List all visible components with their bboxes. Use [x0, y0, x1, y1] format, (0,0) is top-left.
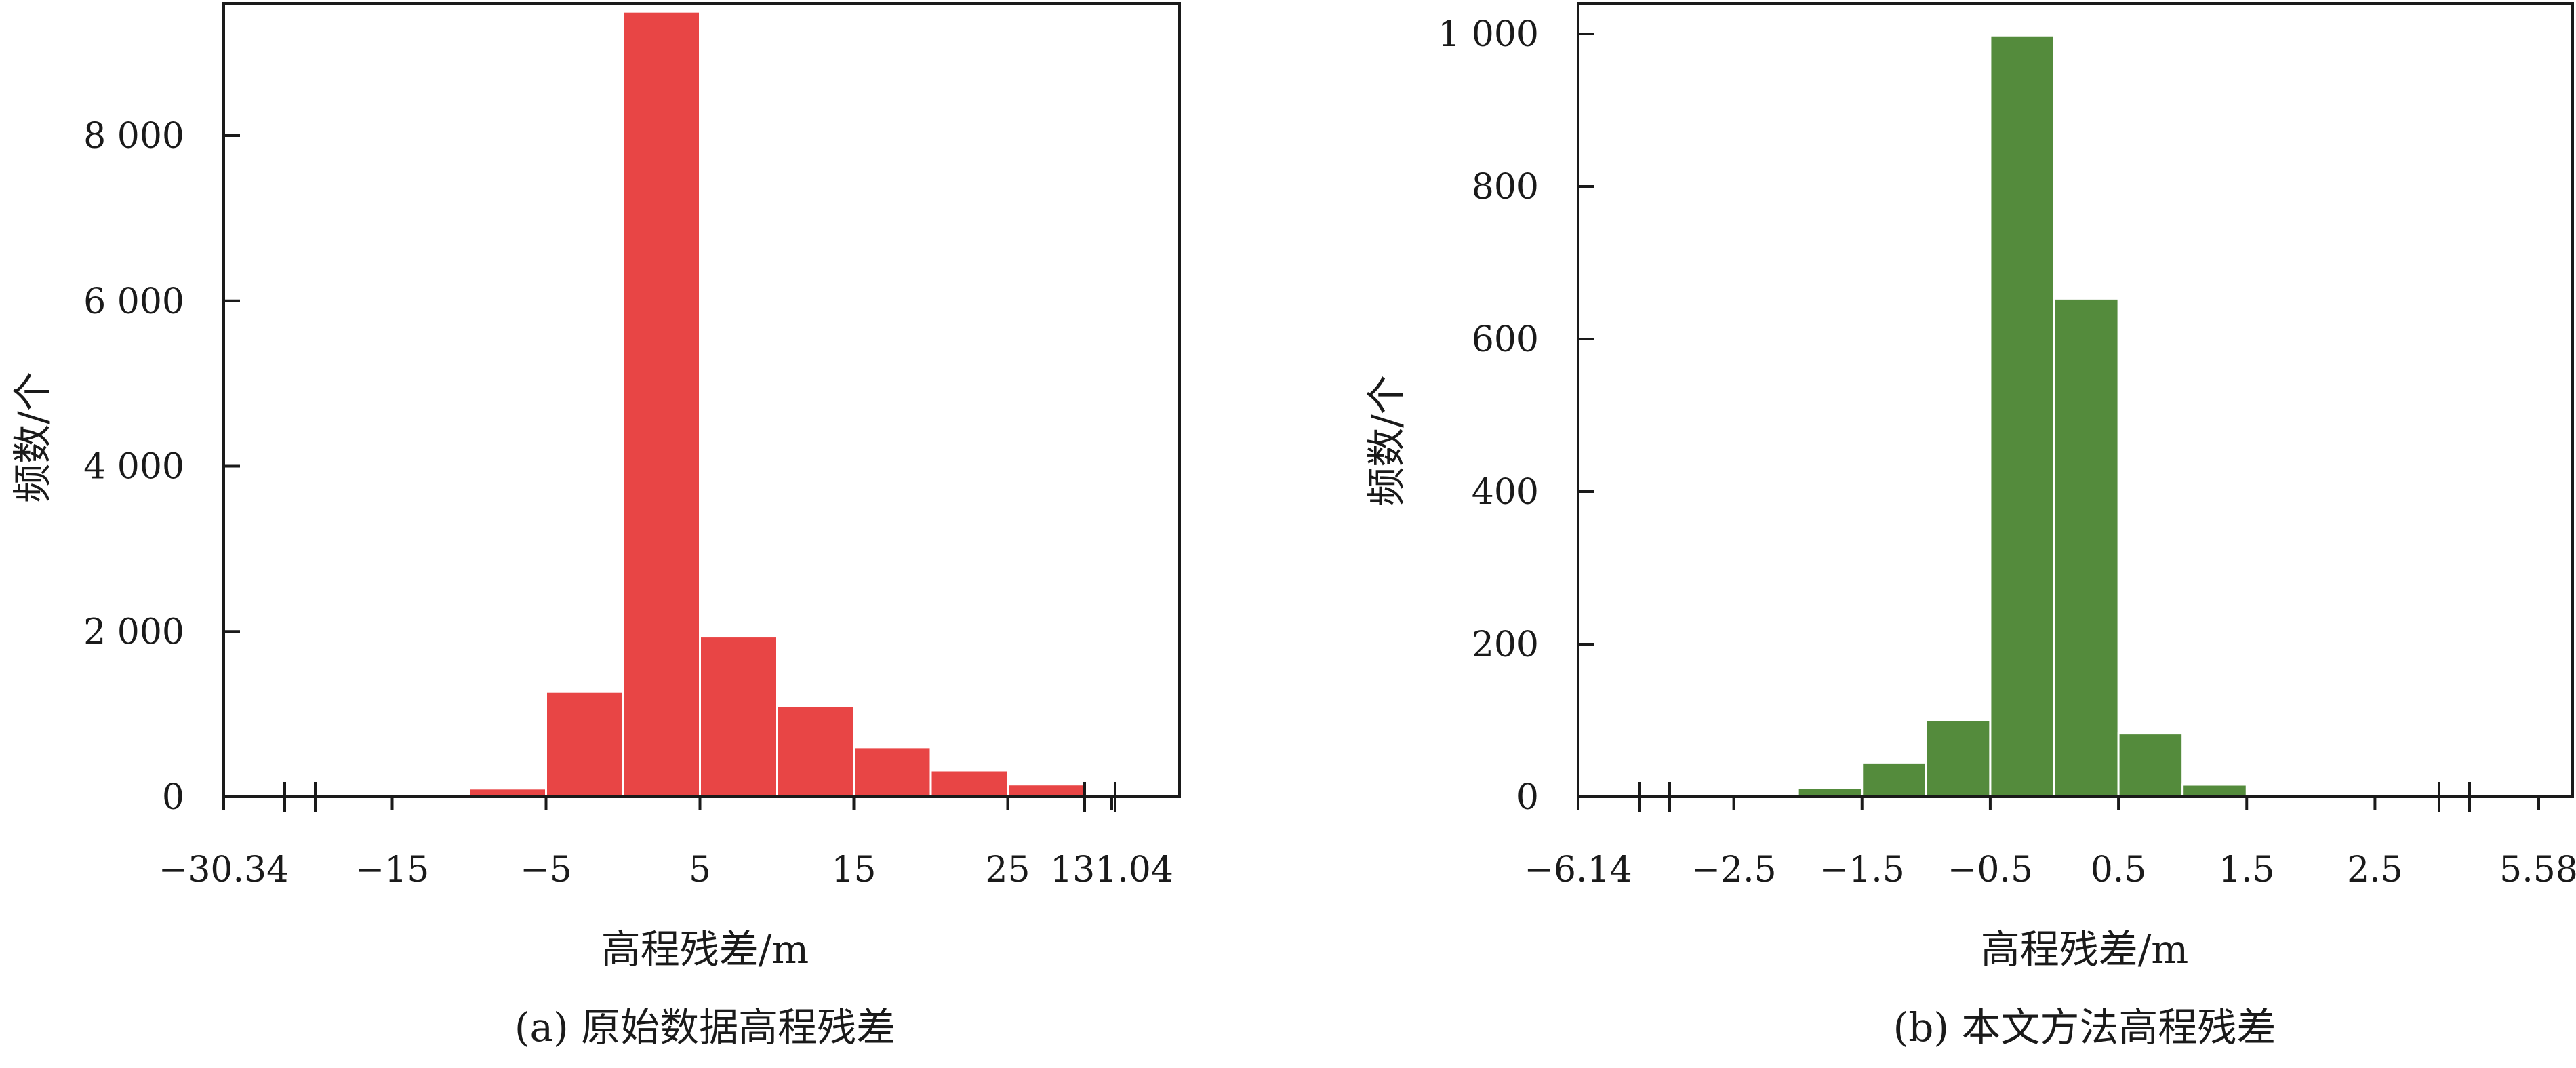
panel-b-ytick-label-4: 800	[1472, 167, 1539, 207]
panel-a-xtick-outer-label-0: −30.34	[159, 850, 289, 890]
panel-a-xlabel: 高程残差/m	[601, 926, 809, 972]
panel-a-ytick-label-3: 6 000	[83, 281, 184, 322]
panel-b-yaxis: 0 200 400 600 800 1 000	[1438, 14, 1594, 818]
panel-b-bar-1	[1861, 761, 1927, 798]
panel-b-bar-2	[1925, 719, 1992, 798]
panel-b-ytick-label-3: 600	[1472, 319, 1539, 360]
panel-a-bar-5	[853, 746, 932, 798]
panel-a-xtick-label-1: −5	[520, 850, 572, 890]
panel-b-ytick-label-1: 200	[1472, 625, 1539, 665]
panel-a-bar-6	[929, 769, 1009, 798]
panel-a-bar-1	[545, 690, 624, 798]
panel-a-xaxis: −30.34 131.04 −15 −5 5 15 25	[159, 782, 1180, 890]
panel-b-xaxis: −6.14 5.58 −2.5 −1.5 −0.5 0.5 1.5 2.5	[1524, 782, 2576, 890]
panel-b-xtick-label-1: −1.5	[1819, 850, 1905, 890]
panel-b: 0 200 400 600 800 1 000 −6.14 5.58 −2.5 −1.5 −0.5…	[1363, 2, 2576, 1050]
panel-a-yaxis: 0 2 000 4 000 6 000 8 000	[83, 116, 240, 818]
panel-a-xtick-outer-label-1: 131.04	[1050, 850, 1173, 890]
panel-b-ylabel: 频数/个	[1363, 375, 1409, 507]
panel-a-xtick-label-4: 25	[985, 850, 1030, 890]
panel-b-xtick-label-2: −0.5	[1948, 850, 2033, 890]
panel-a-bar-3	[699, 635, 778, 798]
panel-a-ylabel: 频数/个	[9, 372, 56, 503]
panel-a-caption: (a) 原始数据高程残差	[515, 1004, 895, 1050]
panel-b-caption: (b) 本文方法高程残差	[1893, 1004, 2276, 1050]
panel-b-bar-0	[1796, 787, 1864, 798]
panel-b-ytick-label-0: 0	[1516, 777, 1539, 818]
panel-b-xlabel: 高程残差/m	[1981, 926, 2189, 972]
panel-a-bar-4	[776, 705, 855, 798]
panel-b-bars	[1796, 34, 2248, 798]
panel-b-ytick-label-2: 400	[1472, 472, 1539, 513]
panel-a-ytick-label-1: 2 000	[83, 612, 184, 652]
panel-b-xtick-label-3: 0.5	[2091, 850, 2147, 890]
panel-b-xtick-label-5: 2.5	[2347, 850, 2403, 890]
panel-a-bar-2	[622, 10, 701, 798]
panel-a-bar-7	[1007, 783, 1086, 798]
panel-a: 0 2 000 4 000 6 000 8 000 −30.34 131.04 −15 −5 5…	[9, 2, 1181, 1050]
panel-a-bars	[468, 10, 1086, 798]
panel-a-ytick-label-4: 8 000	[83, 116, 184, 157]
panel-a-xtick-label-2: 5	[689, 850, 711, 890]
panel-a-xtick-label-3: 15	[831, 850, 876, 890]
panel-b-ytick-label-5: 1 000	[1438, 14, 1539, 55]
panel-b-xtick-label-0: −2.5	[1691, 850, 1776, 890]
panel-b-xtick-label-4: 1.5	[2219, 850, 2275, 890]
panel-a-xtick-label-0: −15	[355, 850, 430, 890]
panel-b-bar-3	[1989, 34, 2056, 798]
panel-b-xtick-outer-label-0: −6.14	[1524, 850, 1632, 890]
panel-b-xtick-outer-label-1: 5.58	[2499, 850, 2576, 890]
panel-a-ytick-label-0: 0	[162, 777, 184, 818]
panel-b-bar-4	[2053, 297, 2120, 798]
panel-a-ytick-label-2: 4 000	[83, 447, 184, 488]
panel-b-bar-6	[2181, 783, 2248, 798]
panel-b-bar-5	[2117, 732, 2184, 798]
